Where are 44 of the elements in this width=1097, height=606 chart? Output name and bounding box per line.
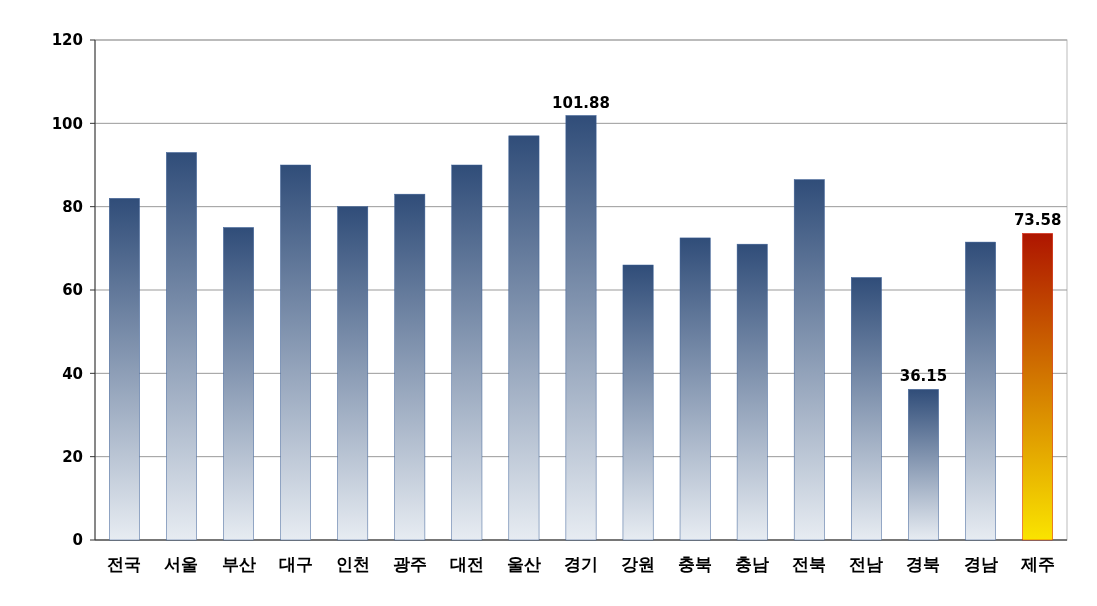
y-tick-label: 40 (62, 364, 83, 383)
bar (908, 389, 939, 541)
x-tick-label: 충북 (678, 554, 713, 574)
x-tick-label: 대구 (278, 554, 313, 574)
data-label: 36.15 (899, 367, 948, 386)
y-tick-label: 80 (62, 197, 83, 216)
data-label: 101.88 (552, 93, 610, 112)
x-tick-label: 대전 (449, 554, 484, 574)
x-tick-label: 광주 (392, 554, 427, 574)
bar (965, 241, 996, 541)
x-tick-label: 강원 (621, 554, 656, 574)
bar (109, 198, 140, 541)
x-tick-label: 인천 (335, 554, 370, 574)
y-tick-label: 0 (72, 531, 83, 550)
bar (280, 164, 311, 541)
x-tick-label: 전북 (792, 554, 827, 574)
bar (508, 135, 540, 541)
bar (337, 206, 369, 541)
bar (451, 164, 483, 541)
bar (565, 115, 597, 541)
x-tick-label: 서울 (164, 554, 199, 574)
x-tick-label: 전남 (849, 554, 884, 574)
x-tick-label: 경북 (906, 554, 941, 574)
x-tick-label: 충남 (735, 554, 770, 574)
bar (394, 193, 426, 541)
y-tick-label: 120 (51, 31, 83, 50)
x-tick-label: 울산 (506, 554, 541, 574)
x-tick-label: 경기 (564, 554, 598, 574)
x-tick-label: 부산 (221, 554, 256, 574)
bar (679, 237, 711, 541)
bar (223, 227, 254, 541)
bar (1022, 233, 1053, 541)
y-tick-label: 60 (62, 281, 83, 300)
bar (736, 243, 768, 541)
bar (851, 277, 882, 541)
bar (166, 152, 197, 541)
data-label: 73.58 (1013, 211, 1062, 230)
bar (622, 264, 654, 541)
y-tick-label: 20 (62, 447, 83, 466)
x-tick-label: 전국 (107, 554, 142, 574)
x-tick-label: 경남 (963, 554, 998, 574)
x-tick-label: 제주 (1019, 554, 1055, 574)
bar (793, 179, 825, 541)
y-tick-label: 100 (51, 114, 83, 133)
